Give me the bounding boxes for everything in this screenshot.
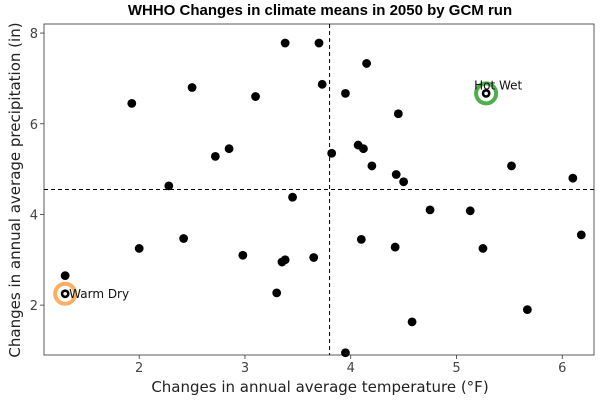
data-point [238,250,248,260]
highlight-center [484,91,488,96]
data-point [210,152,220,161]
data-point [391,170,401,179]
data-point [568,173,578,183]
data-point [134,244,144,253]
data-point [399,177,409,187]
data-point [60,271,70,281]
data-point [327,148,337,158]
data-point [507,161,516,171]
highlight-center [63,291,67,296]
data-point [356,234,366,244]
data-point [522,305,532,315]
x-tick-label: 3 [241,361,249,376]
plot-panel: 2 3 4 5 6 2 4 6 8 Hot Wet Warm Dry [30,23,595,376]
highlight-ring [474,81,499,106]
y-tick-label: 2 [30,299,38,314]
x-axis-title: Changes in annual average temperature (°… [151,378,488,396]
data-point [187,83,197,92]
highlight-ring [53,281,78,306]
data-point [164,181,174,191]
data-point [314,38,324,48]
data-point [393,109,403,119]
data-point [576,230,586,240]
x-tick-label: 2 [135,361,143,376]
data-point [272,288,282,298]
y-axis-title: Changes in annual average precipitation … [6,22,24,357]
x-tick-label: 4 [347,361,355,376]
y-tick-label: 8 [30,27,38,42]
data-point [127,98,137,108]
data-point [280,255,290,265]
data-point [288,192,297,202]
x-tick-label: 5 [452,361,460,376]
data-point [407,317,417,327]
data-point [359,144,368,154]
highlight-label: Hot Wet [474,78,522,92]
data-point [317,79,327,89]
data-point [362,59,371,68]
highlight-label: Warm Dry [69,287,129,301]
y-tick-label: 4 [30,208,38,223]
data-point [367,161,377,171]
data-point [478,244,488,253]
data-point [251,92,260,101]
chart-title: WHHO Changes in climate means in 2050 by… [128,2,512,19]
data-point [179,234,189,243]
data-point [224,144,234,154]
data-point [280,38,290,48]
data-point [390,242,400,252]
x-tick-label: 6 [558,361,566,376]
y-tick-label: 6 [30,118,38,133]
data-point [425,205,435,215]
data-point [341,348,350,358]
data-point [465,206,475,216]
data-point [309,253,319,262]
data-point [341,88,350,98]
